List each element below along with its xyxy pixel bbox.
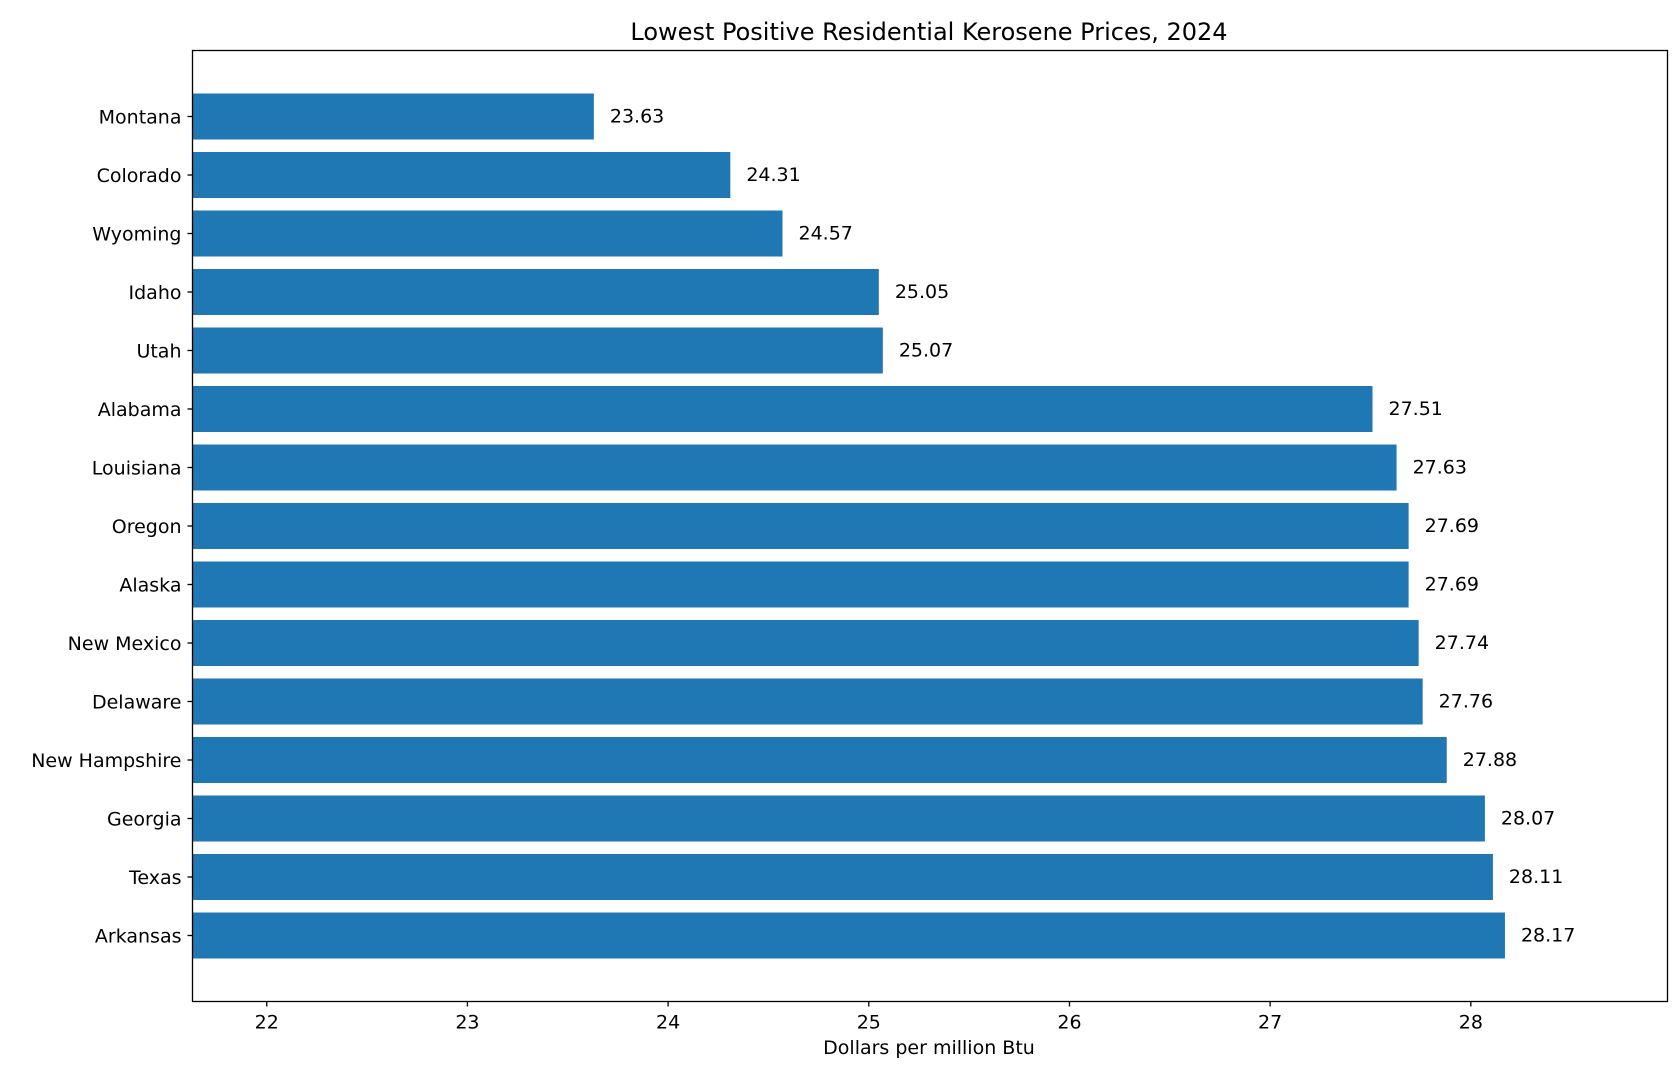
- bar: [192, 269, 879, 315]
- category-label: New Hampshire: [31, 750, 181, 772]
- value-label: 27.74: [1435, 632, 1489, 654]
- value-label: 28.11: [1509, 866, 1563, 888]
- value-label: 27.69: [1425, 515, 1479, 537]
- bar: [192, 152, 731, 198]
- value-label: 23.63: [610, 106, 664, 128]
- category-label: Alaska: [119, 575, 181, 597]
- x-tick-label: 27: [1258, 1012, 1282, 1034]
- category-label: Arkansas: [95, 926, 182, 948]
- value-label: 27.69: [1425, 574, 1479, 596]
- category-label: Alabama: [98, 399, 182, 421]
- category-label: Delaware: [92, 692, 182, 714]
- category-label: Idaho: [129, 282, 182, 304]
- value-label: 24.31: [746, 164, 800, 186]
- bar: [192, 678, 1423, 725]
- value-label: 28.17: [1521, 925, 1575, 947]
- plot-frame: [191, 49, 1669, 1003]
- value-label: 27.88: [1463, 749, 1517, 771]
- category-label: Wyoming: [92, 224, 181, 246]
- category-label: Utah: [136, 341, 181, 363]
- value-label: 27.51: [1389, 398, 1443, 420]
- bar: [192, 620, 1419, 666]
- value-label: 28.07: [1501, 808, 1555, 830]
- category-label: Georgia: [107, 809, 182, 831]
- x-tick-label: 26: [1057, 1012, 1081, 1034]
- bar: [192, 854, 1493, 900]
- bar: [192, 737, 1447, 783]
- value-label: 24.57: [799, 223, 853, 245]
- bar: [192, 327, 883, 374]
- category-label: New Mexico: [68, 633, 182, 655]
- value-label: 27.76: [1439, 691, 1493, 713]
- value-label: 25.07: [899, 340, 953, 362]
- value-labels-layer: 23.63 24.31 24.57 25.05 25.07 27.51 27.63 27.69…: [610, 106, 1575, 947]
- x-tick-label: 25: [857, 1012, 881, 1034]
- x-tick-label: 28: [1459, 1012, 1483, 1034]
- x-tick-label: 22: [255, 1012, 279, 1034]
- bar: [192, 210, 783, 257]
- value-label: 27.63: [1413, 457, 1467, 479]
- bar: [192, 503, 1409, 549]
- category-label: Montana: [99, 107, 182, 129]
- x-axis: 22 23 24 25 26 27 28: [255, 1001, 1483, 1034]
- bar: [192, 444, 1397, 491]
- chart-title: Lowest Positive Residential Kerosene Pri…: [630, 18, 1227, 46]
- bar: [192, 912, 1505, 959]
- category-label: Colorado: [97, 165, 182, 187]
- bar: [192, 795, 1485, 842]
- value-label: 25.05: [895, 281, 949, 303]
- y-axis: Montana Colorado Wyoming Idaho Utah Alabama Lo…: [31, 107, 193, 948]
- bars-layer: [192, 93, 1505, 959]
- x-tick-label: 23: [455, 1012, 479, 1034]
- bar: [192, 93, 594, 140]
- category-label: Texas: [128, 867, 182, 889]
- category-label: Oregon: [112, 516, 182, 538]
- x-tick-label: 24: [656, 1012, 680, 1034]
- bar: [192, 561, 1409, 608]
- x-axis-label: Dollars per million Btu: [823, 1037, 1035, 1059]
- bar: [192, 386, 1373, 432]
- category-label: Louisiana: [92, 458, 182, 480]
